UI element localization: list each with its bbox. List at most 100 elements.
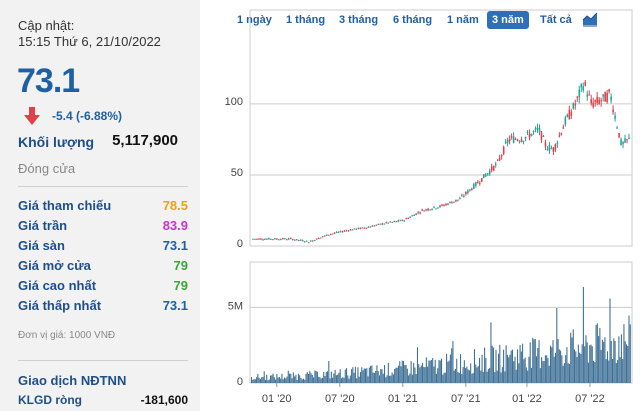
- candle-body: [433, 206, 435, 208]
- volume-bar: [572, 329, 574, 383]
- volume-bar: [271, 375, 273, 383]
- candle-body: [325, 234, 328, 236]
- candle-body: [375, 224, 378, 226]
- volume-bar: [314, 370, 316, 383]
- volume-bar: [382, 373, 384, 383]
- foreign-trading-title: Giao dịch NĐTNN: [18, 373, 127, 388]
- candle-body: [407, 217, 409, 219]
- volume-bar: [430, 359, 432, 383]
- candle-body: [405, 218, 407, 220]
- volume-bar: [492, 347, 495, 383]
- candle-body: [467, 190, 469, 194]
- stock-summary-panel: Cập nhật: 15:15 Thứ 6, 21/10/2022 73.1 -…: [0, 0, 200, 411]
- tab-6-months[interactable]: 6 tháng: [393, 14, 433, 26]
- volume-bar: [613, 338, 615, 383]
- volume-bar: [330, 371, 332, 383]
- volume-bar: [264, 379, 267, 383]
- candle-body: [387, 222, 390, 224]
- tab-1-day[interactable]: 1 ngày: [237, 14, 272, 26]
- volume-bar: [413, 362, 415, 383]
- tab-3-years[interactable]: 3 năm: [487, 11, 529, 29]
- volume-bar: [275, 379, 277, 383]
- volume-bar: [359, 372, 362, 383]
- volume-bar: [481, 354, 483, 383]
- volume-bar: [272, 373, 274, 383]
- net-volume-label: KLGD ròng: [18, 393, 82, 407]
- volume-bar: [290, 373, 292, 383]
- candle-body: [496, 159, 499, 161]
- candle-body: [435, 208, 437, 210]
- volume-bar: [302, 378, 305, 383]
- candle-body: [389, 221, 392, 223]
- volume-bar: [325, 372, 327, 383]
- candle-body: [409, 216, 411, 218]
- volume-bar: [532, 337, 534, 383]
- candle-body: [393, 221, 396, 223]
- volume-bar: [622, 358, 624, 383]
- candle-body: [301, 240, 304, 242]
- candle-body: [361, 227, 364, 229]
- candle-body: [329, 234, 332, 236]
- candle-body: [303, 241, 306, 243]
- volume-bar: [627, 345, 629, 383]
- price-change: -5.4 (-6.88%): [52, 109, 123, 123]
- volume-bar: [533, 339, 535, 383]
- area-chart-icon[interactable]: [582, 11, 598, 27]
- volume-bar: [362, 370, 364, 383]
- candle-body: [560, 133, 563, 135]
- candle-body: [291, 239, 294, 241]
- volume-bar: [570, 332, 572, 383]
- candle-body: [289, 238, 292, 240]
- volume-bar: [452, 341, 454, 383]
- volume-bar: [623, 324, 625, 383]
- update-time: 15:15 Thứ 6, 21/10/2022: [18, 34, 161, 49]
- volume-bar: [608, 360, 610, 383]
- volume-bar: [292, 372, 294, 383]
- candle-body: [534, 127, 537, 130]
- reference-price-value: 78.5: [162, 198, 188, 213]
- tab-all[interactable]: Tất cả: [540, 14, 572, 26]
- volume-bar: [315, 370, 317, 383]
- price-tick-label: 100: [225, 96, 243, 108]
- volume-bar: [335, 375, 337, 383]
- volume-bar: [435, 373, 438, 383]
- candle-body: [260, 238, 262, 240]
- volume-bar: [504, 371, 506, 383]
- high-price-value: 79: [173, 278, 188, 293]
- volume-bar: [581, 344, 583, 383]
- volume-bar: [534, 338, 536, 383]
- volume-bar: [395, 367, 397, 383]
- tab-1-month[interactable]: 1 tháng: [286, 14, 326, 26]
- volume-bar: [466, 366, 468, 383]
- volume-bar: [289, 373, 291, 383]
- candle-body: [612, 109, 614, 113]
- volume-bar: [409, 373, 411, 383]
- candle-body: [514, 139, 517, 141]
- volume-bar: [606, 351, 609, 383]
- candle-body: [274, 238, 276, 240]
- candle-body: [498, 157, 501, 161]
- volume-bar: [620, 334, 622, 383]
- candle-body: [506, 139, 509, 143]
- volume-bar: [544, 355, 546, 383]
- volume-bar: [563, 363, 565, 383]
- volume-bar: [286, 376, 288, 383]
- volume-bar: [476, 367, 478, 383]
- candle-body: [345, 230, 348, 232]
- volume-bar: [471, 373, 473, 383]
- open-price-value: 79: [173, 258, 188, 273]
- volume-bar: [514, 356, 516, 383]
- volume-bar: [311, 374, 313, 383]
- volume-bar: [324, 376, 326, 383]
- tab-1-year[interactable]: 1 năm: [447, 14, 479, 26]
- volume-bar: [404, 365, 406, 383]
- candle-body: [311, 240, 314, 242]
- volume-bar: [599, 328, 601, 383]
- candle-body: [502, 146, 505, 155]
- volume-bar: [410, 361, 412, 383]
- volume-bar: [420, 365, 422, 383]
- tab-3-months[interactable]: 3 tháng: [339, 14, 379, 26]
- candle-body: [510, 136, 513, 138]
- candle-body: [343, 230, 346, 232]
- volume-bar: [510, 350, 512, 383]
